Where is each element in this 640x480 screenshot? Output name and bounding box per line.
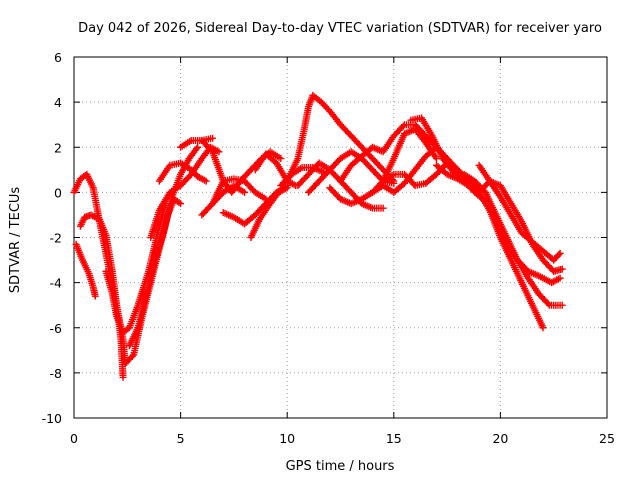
x-tick-label: 15 xyxy=(386,431,402,446)
data-point xyxy=(283,184,291,192)
series-track-1 xyxy=(72,240,99,300)
y-tick-label: 4 xyxy=(54,95,62,110)
series-track-7 xyxy=(155,159,210,185)
series-track-27 xyxy=(475,161,564,264)
series-track-11 xyxy=(198,182,249,219)
data-point xyxy=(91,292,99,300)
y-tick-label: -2 xyxy=(50,231,62,246)
x-tick-label: 5 xyxy=(177,431,185,446)
y-tick-label: 6 xyxy=(54,50,62,65)
data-point xyxy=(390,179,398,187)
chart-title: Day 042 of 2026, Sidereal Day-to-day VTE… xyxy=(78,21,602,36)
series-track-3 xyxy=(76,211,127,381)
data-point xyxy=(544,300,552,308)
series-track-8 xyxy=(147,143,223,241)
data-point xyxy=(215,148,223,156)
data-point xyxy=(556,249,564,257)
data-point xyxy=(177,200,185,208)
series-track-14 xyxy=(247,184,291,241)
series-track-26 xyxy=(439,155,564,287)
series-track-19 xyxy=(305,148,398,196)
x-tick-label: 25 xyxy=(599,431,615,446)
y-tick-label: -8 xyxy=(50,366,63,381)
x-axis-label: GPS time / hours xyxy=(286,459,395,474)
data-point xyxy=(399,122,407,130)
data-point xyxy=(175,199,183,207)
y-tick-label: -4 xyxy=(50,276,63,291)
data-point xyxy=(241,188,249,196)
series-track-4 xyxy=(102,200,170,336)
y-tick-label: -10 xyxy=(42,411,62,426)
y-tick-label: -6 xyxy=(50,321,63,336)
x-tick-label: 10 xyxy=(279,431,295,446)
data-point xyxy=(194,143,202,151)
data-point xyxy=(558,301,566,309)
data-point xyxy=(119,373,127,381)
data-points xyxy=(70,91,566,381)
x-tick-label: 20 xyxy=(492,431,508,446)
series-track-12 xyxy=(209,175,270,208)
axis-ticks: 0 5 10 15 20 25 -10 -8 -6 -4 -2 0 2 4 6 xyxy=(42,50,615,446)
y-tick-label: 2 xyxy=(54,140,62,155)
y-tick-label: 0 xyxy=(54,185,62,200)
data-point xyxy=(539,324,547,332)
data-point xyxy=(556,274,564,282)
y-axis-label: SDTVAR / TECUs xyxy=(8,187,23,294)
series-track-25 xyxy=(432,161,566,275)
data-point xyxy=(209,134,217,142)
data-point xyxy=(379,204,387,212)
data-point xyxy=(128,352,136,360)
data-point xyxy=(277,155,285,163)
x-tick-label: 0 xyxy=(70,431,78,446)
data-point xyxy=(558,265,566,273)
data-point xyxy=(555,251,563,259)
data-point xyxy=(192,145,200,153)
data-point xyxy=(202,177,210,185)
data-point xyxy=(432,155,440,163)
